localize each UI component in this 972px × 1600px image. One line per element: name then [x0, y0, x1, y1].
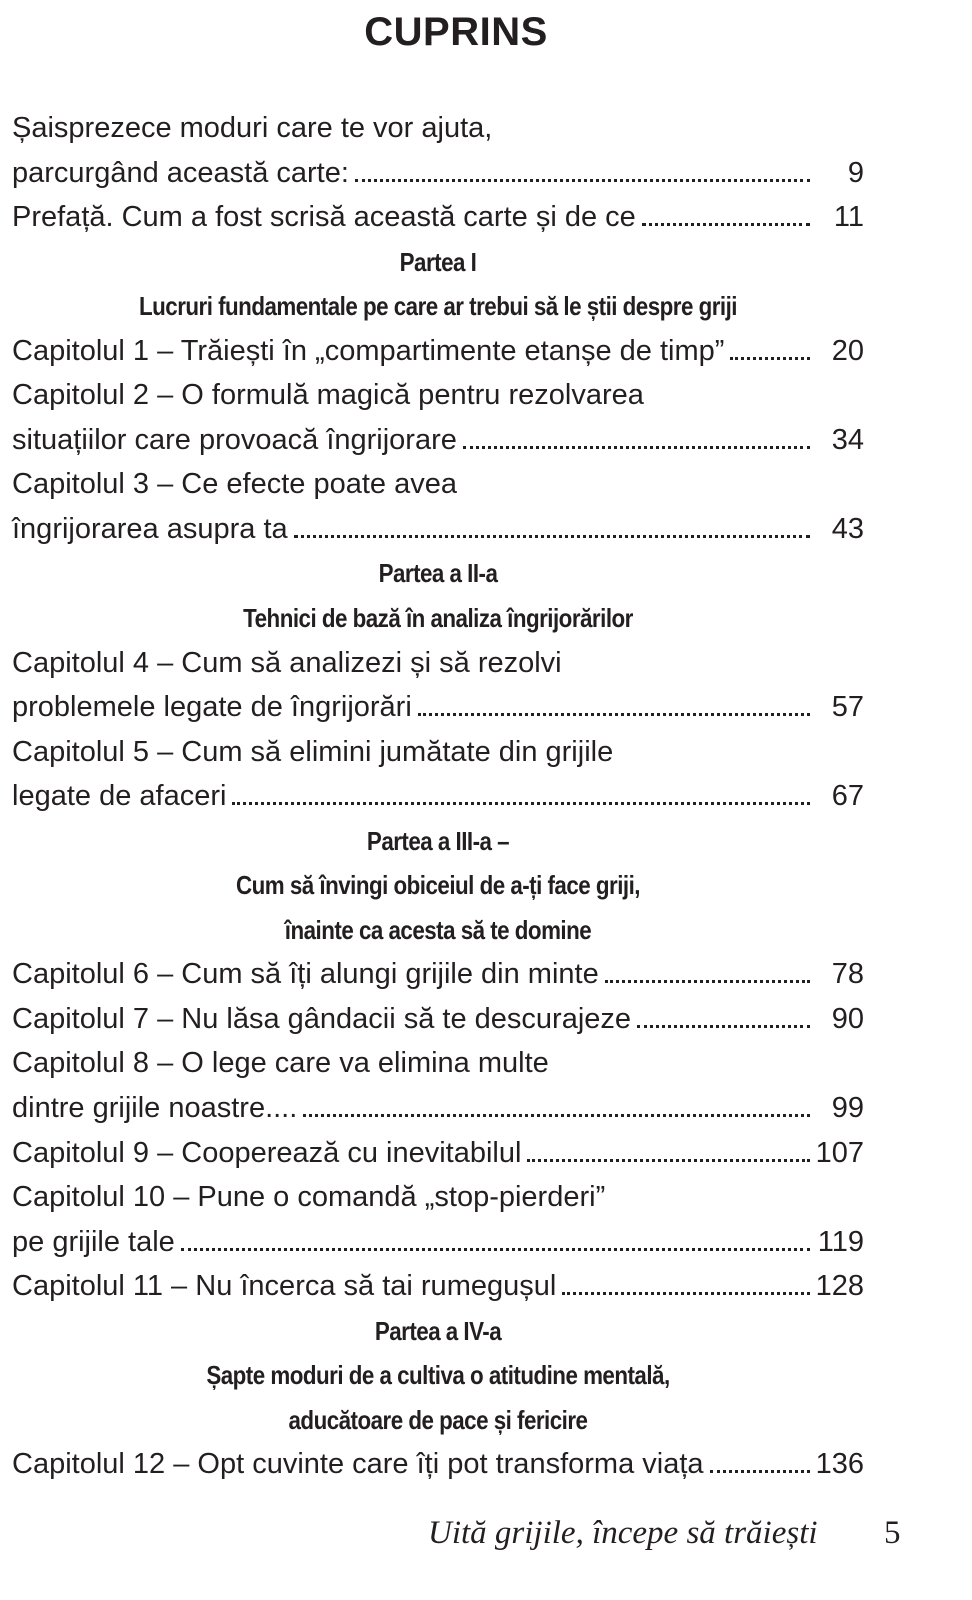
part-heading-row: Partea a III-a –	[72, 819, 805, 864]
part-heading: Partea a II-a	[378, 558, 498, 589]
entry-text: Capitolul 4 – Cum să analizezi și să rez…	[12, 646, 562, 679]
dot-leader	[527, 1158, 810, 1162]
dot-leader	[709, 1470, 810, 1474]
footer-book-title: Uită grijile, începe să trăiești	[428, 1515, 818, 1551]
entry-row: problemele legate de îngrijorări 57	[12, 685, 864, 730]
entry-row: Capitolul 11 – Nu încerca să tai rumeguș…	[12, 1264, 864, 1309]
part-heading: aducătoare de pace și fericire	[288, 1404, 588, 1435]
entry-row: legate de afaceri 67	[12, 774, 864, 819]
part-heading: înainte ca acesta să te domine	[284, 914, 592, 945]
entry-row: parcurgând această carte: 9	[12, 151, 864, 196]
page-number: 90	[831, 1002, 864, 1035]
entry-row: Capitolul 7 – Nu lăsa gândacii să te des…	[12, 997, 864, 1042]
dot-leader	[232, 802, 810, 806]
dot-leader	[637, 1024, 810, 1028]
entry-text: pe grijile tale	[12, 1225, 175, 1258]
entry-row: dintre grijile noastre.... 99	[12, 1086, 864, 1131]
entry-text: problemele legate de îngrijorări	[12, 691, 412, 724]
entry-text: Capitolul 12 – Opt cuvinte care îți pot …	[12, 1448, 704, 1481]
page-number: 20	[831, 334, 864, 367]
entry-row: Capitolul 3 – Ce efecte poate avea	[12, 462, 864, 507]
page-title: CUPRINS	[364, 10, 548, 54]
entry-text: Capitolul 2 – O formulă magică pentru re…	[12, 379, 644, 412]
dot-leader	[293, 534, 810, 538]
page-number: 34	[831, 423, 864, 456]
page-number: 67	[831, 780, 864, 813]
entry-text: Capitolul 9 – Cooperează cu inevitabilul	[12, 1136, 522, 1169]
dot-leader	[417, 713, 810, 717]
entry-row: Capitolul 2 – O formulă magică pentru re…	[12, 373, 864, 418]
entry-text: dintre grijile noastre....	[12, 1092, 298, 1125]
page-number: 107	[815, 1136, 864, 1169]
entry-text: Capitolul 11 – Nu încerca să tai rumeguș…	[12, 1270, 557, 1303]
part-heading-row: Partea I	[72, 240, 805, 285]
entry-text: parcurgând această carte:	[12, 156, 349, 189]
entry-text: Capitolul 8 – O lege care va elimina mul…	[12, 1047, 549, 1080]
footer-page-number: 5	[884, 1515, 901, 1551]
entry-row: Capitolul 8 – O lege care va elimina mul…	[12, 1041, 864, 1086]
dot-leader	[641, 223, 810, 227]
page-number: 99	[831, 1092, 864, 1125]
entry-row: Prefață. Cum a fost scrisă această carte…	[12, 195, 864, 240]
entry-row: Capitolul 10 – Pune o comandă „stop-pier…	[12, 1175, 864, 1220]
part-heading-row: Partea a II-a	[72, 551, 805, 596]
dot-leader	[730, 356, 810, 360]
page-number: 11	[833, 201, 864, 234]
part-heading-row: Partea a IV-a	[72, 1309, 805, 1354]
entry-text: Capitolul 10 – Pune o comandă „stop-pier…	[12, 1181, 606, 1214]
part-heading-row: aducătoare de pace și fericire	[72, 1398, 805, 1443]
part-heading: Partea I	[399, 246, 477, 277]
entry-row: Capitolul 12 – Opt cuvinte care îți pot …	[12, 1442, 864, 1487]
entry-text: Capitolul 3 – Ce efecte poate avea	[12, 468, 457, 501]
entry-text: legate de afaceri	[12, 780, 227, 813]
entry-text: Capitolul 6 – Cum să îți alungi grijile …	[12, 958, 599, 991]
entry-text: îngrijorarea asupra ta	[12, 512, 288, 545]
entry-row: Capitolul 1 – Trăiești în „compartimente…	[12, 329, 864, 374]
entry-row: Capitolul 5 – Cum să elimini jumătate di…	[12, 730, 864, 775]
part-heading: Tehnici de bază în analiza îngrijorărilo…	[243, 603, 633, 634]
page-number: 119	[817, 1225, 864, 1258]
dot-leader	[180, 1247, 810, 1251]
part-heading: Lucruri fundamentale pe care ar trebui s…	[138, 291, 738, 322]
entry-row: pe grijile tale 119	[12, 1220, 864, 1265]
page-number: 57	[831, 691, 864, 724]
page-number: 128	[815, 1270, 864, 1303]
dot-leader	[604, 980, 810, 984]
entry-row: Capitolul 6 – Cum să îți alungi grijile …	[12, 952, 864, 997]
part-heading-row: Șapte moduri de a cultiva o atitudine me…	[72, 1353, 805, 1398]
entry-row: situațiilor care provoacă îngrijorare 34	[12, 418, 864, 463]
part-heading: Cum să învingi obiceiul de a-ți face gri…	[236, 870, 641, 901]
entry-text: Prefață. Cum a fost scrisă această carte…	[12, 201, 636, 234]
dot-leader	[562, 1292, 810, 1296]
page-number: 78	[831, 958, 864, 991]
entry-text: Capitolul 5 – Cum să elimini jumătate di…	[12, 735, 614, 768]
entry-row: Șaisprezece moduri care te vor ajuta,	[12, 106, 864, 151]
part-heading-row: Tehnici de bază în analiza îngrijorărilo…	[72, 596, 805, 641]
page-number: 43	[831, 512, 864, 545]
entry-row: Capitolul 4 – Cum să analizezi și să rez…	[12, 641, 864, 686]
entry-text: Capitolul 7 – Nu lăsa gândacii să te des…	[12, 1002, 632, 1035]
part-heading-row: înainte ca acesta să te domine	[72, 908, 805, 953]
entry-row: Capitolul 9 – Cooperează cu inevitabilul…	[12, 1131, 864, 1176]
part-heading: Partea a III-a –	[366, 825, 510, 856]
page-number: 136	[815, 1448, 864, 1481]
part-heading: Partea a IV-a	[374, 1315, 502, 1346]
entry-row: îngrijorarea asupra ta 43	[12, 507, 864, 552]
entry-text: Șaisprezece moduri care te vor ajuta,	[12, 112, 493, 144]
dot-leader	[354, 178, 810, 182]
page-number: 9	[847, 156, 864, 189]
dot-leader	[303, 1114, 810, 1118]
table-of-contents: Șaisprezece moduri care te vor ajuta, par…	[12, 106, 864, 1487]
part-heading: Șapte moduri de a cultiva o atitudine me…	[206, 1360, 670, 1391]
entry-text: situațiilor care provoacă îngrijorare	[12, 423, 457, 456]
entry-text: Capitolul 1 – Trăiești în „compartimente…	[12, 334, 725, 367]
dot-leader	[462, 445, 810, 449]
part-heading-row: Cum să învingi obiceiul de a-ți face gri…	[72, 863, 805, 908]
part-heading-row: Lucruri fundamentale pe care ar trebui s…	[72, 284, 805, 329]
